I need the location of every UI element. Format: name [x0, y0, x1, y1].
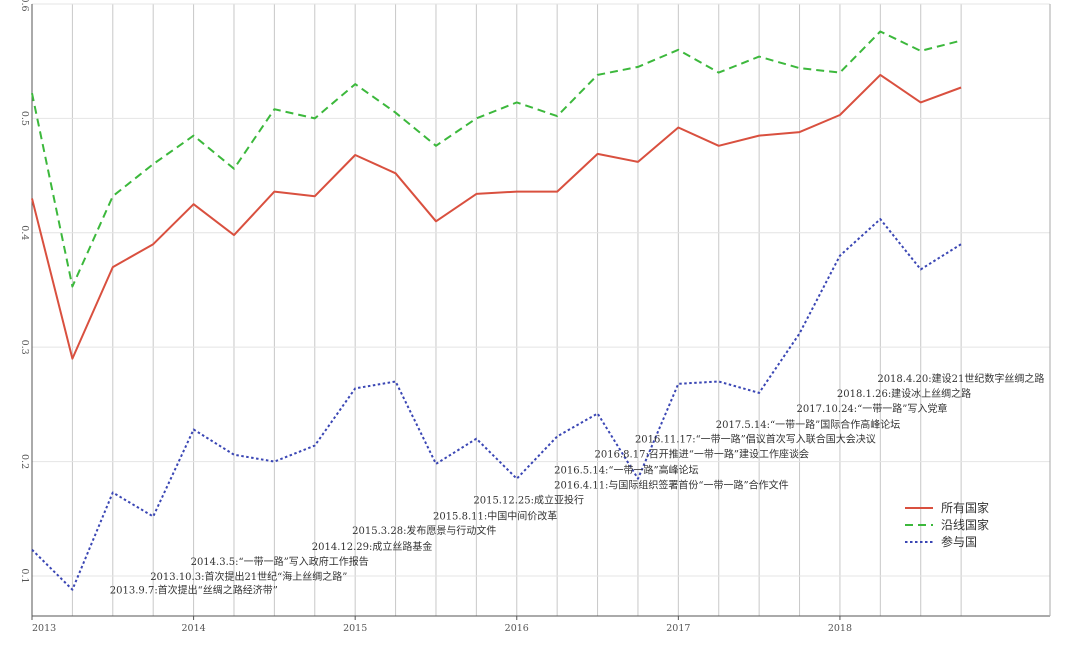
- annotation-label: 2017.5.14:“一带一路”国际合作高峰论坛: [716, 418, 901, 431]
- annotation-label: 2014.3.5:“一带一路”写入政府工作报告: [191, 555, 369, 568]
- legend-label: 所有国家: [941, 500, 989, 515]
- legend-label: 参与国: [941, 534, 977, 549]
- y-tick-label: 0.4: [19, 225, 30, 240]
- y-tick-label: 0.3: [19, 340, 30, 355]
- y-axis-ticks: 0.1 0.2 0.3 0.4 0.5 0.6: [19, 0, 30, 584]
- annotation-label: 2017.10.24:“一带一路”写入党章: [797, 402, 948, 415]
- y-tick-label: 0.6: [19, 0, 30, 12]
- y-tick-label: 0.5: [19, 111, 30, 126]
- annotation-label: 2018.4.20:建设21世纪数字丝绸之路: [877, 372, 1044, 385]
- annotation-label: 2016.4.11:与国际组织签署首份“一带一路”合作文件: [554, 478, 789, 491]
- x-tick-label: 2014: [181, 623, 205, 634]
- x-tick-label: 2016: [505, 623, 529, 634]
- annotation-label: 2013.10.3:首次提出21世纪“海上丝绸之路”: [150, 570, 347, 583]
- series-line-1: [31, 73, 962, 360]
- annotation-label: 2013.9.7:首次提出“丝绸之路经济带”: [110, 584, 278, 597]
- series-line-3: [31, 218, 962, 591]
- annotation-label: 2016.8.17:召开推进“一带一路”建设工作座谈会: [595, 448, 810, 461]
- series-line-2: [31, 30, 962, 288]
- axes: [31, 4, 1051, 617]
- grid: [32, 3, 1050, 616]
- annotation-label: 2015.3.28:发布愿景与行动文件: [352, 524, 496, 537]
- x-axis-ticks: 2013 2014 2015 2016 2017 2018: [31, 616, 852, 634]
- x-tick-label: 2015: [343, 623, 367, 634]
- y-tick-label: 0.2: [19, 454, 30, 469]
- legend-label: 沿线国家: [941, 517, 989, 532]
- annotation-label: 2016.5.14:“一带一路”高峰论坛: [554, 464, 699, 477]
- annotation-label: 2015.12.25:成立亚投行: [473, 493, 584, 506]
- y-tick-label: 0.1: [19, 568, 30, 583]
- series-lines: [31, 30, 962, 591]
- event-annotations: 2013.9.7:首次提出“丝绸之路经济带”2013.10.3:首次提出21世纪…: [110, 372, 1045, 597]
- x-tick-label: 2017: [666, 623, 690, 634]
- annotation-label: 2016.11.17:“一带一路”倡议首次写入联合国大会决议: [635, 433, 876, 446]
- annotation-label: 2014.12.29:成立丝路基金: [312, 540, 433, 553]
- x-tick-label: 2018: [828, 623, 852, 634]
- annotation-label: 2018.1.26:建设冰上丝绸之路: [837, 387, 971, 400]
- x-tick-label: 2013: [32, 623, 56, 634]
- annotation-label: 2015.8.11:中国中间价改革: [433, 509, 557, 522]
